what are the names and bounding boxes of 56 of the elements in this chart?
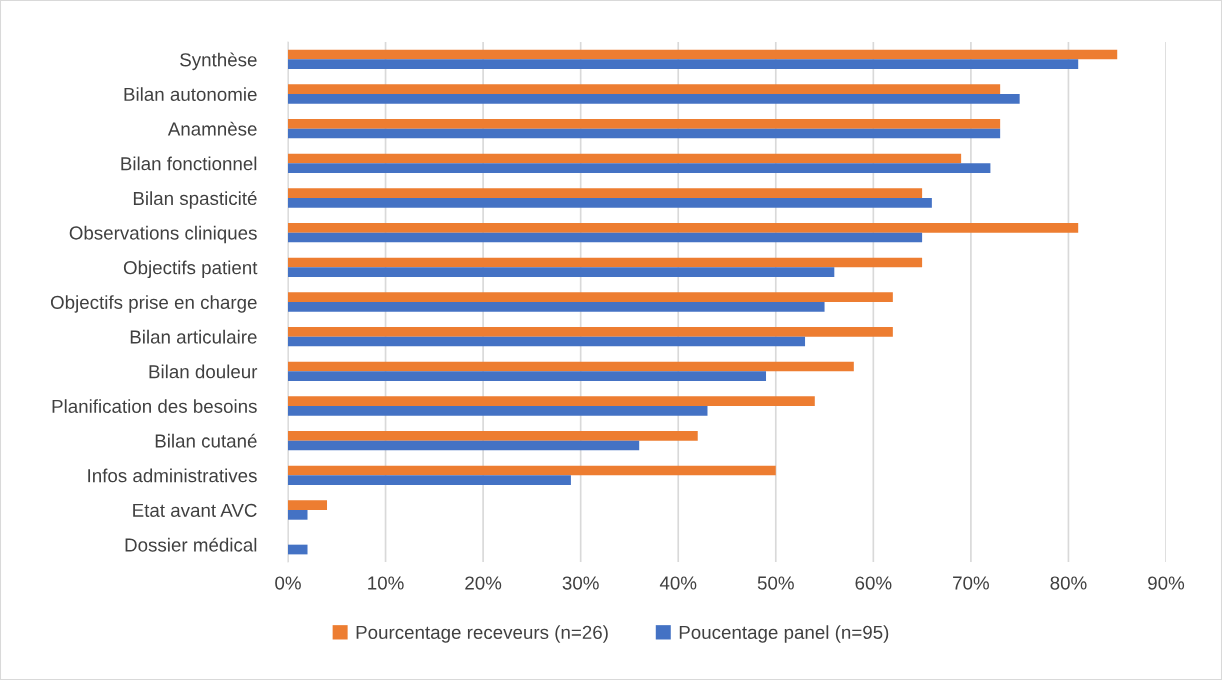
bar bbox=[288, 222, 1079, 233]
bar bbox=[288, 510, 308, 520]
x-tick-label: 10% bbox=[368, 576, 404, 590]
x-tick-label: 30% bbox=[562, 576, 599, 590]
bar bbox=[288, 326, 893, 337]
bar bbox=[288, 84, 1001, 94]
y-tick-label: Dossier médical bbox=[125, 537, 257, 552]
bar bbox=[288, 267, 835, 278]
y-tick-label: Objectifs prise en charge bbox=[50, 295, 257, 313]
y-tick-label: Infos administratives bbox=[88, 468, 257, 483]
legend-label: Pourcentage receveurs (n=26) bbox=[356, 625, 608, 643]
x-tick-label: 0% bbox=[275, 576, 301, 590]
bar bbox=[288, 257, 923, 268]
x-tick-label: 70% bbox=[953, 576, 989, 590]
bar bbox=[288, 440, 640, 451]
bar bbox=[288, 544, 308, 555]
bar bbox=[288, 232, 923, 243]
y-tick-label: Bilan fonctionnel bbox=[121, 156, 257, 171]
x-tick-label: 60% bbox=[855, 576, 892, 590]
bar bbox=[288, 94, 1020, 104]
y-tick-label: Synthèse bbox=[180, 52, 257, 71]
bar bbox=[288, 188, 923, 198]
bar bbox=[288, 153, 962, 164]
x-tick-label: 50% bbox=[757, 576, 794, 590]
bar bbox=[288, 163, 991, 174]
bar bbox=[288, 49, 1118, 60]
bar bbox=[288, 59, 1079, 70]
bar bbox=[288, 406, 708, 416]
y-tick-label: Bilan douleur bbox=[149, 364, 258, 379]
bar bbox=[288, 361, 854, 372]
y-tick-label: Bilan articulaire bbox=[130, 329, 257, 344]
bar bbox=[288, 430, 698, 441]
y-tick-label: Objectifs patient bbox=[123, 260, 258, 279]
x-tick-label: 40% bbox=[659, 576, 697, 590]
bar bbox=[288, 336, 806, 347]
bar bbox=[288, 118, 1001, 129]
legend-label: Poucentage panel (n=95) bbox=[679, 625, 889, 643]
y-tick-label: Observations cliniques bbox=[69, 225, 257, 244]
bar bbox=[288, 198, 932, 208]
bar bbox=[288, 371, 767, 382]
y-tick-label: Bilan spasticité bbox=[133, 191, 257, 209]
x-tick-label: 20% bbox=[465, 576, 502, 590]
bar bbox=[288, 302, 825, 312]
y-tick-label: Bilan cutané bbox=[155, 433, 257, 448]
y-tick-label: Etat avant AVC bbox=[133, 503, 257, 517]
bar bbox=[288, 465, 776, 476]
x-tick-label: 80% bbox=[1050, 576, 1087, 590]
y-tick-label: Planification des besoins bbox=[52, 399, 257, 413]
x-tick-label: 90% bbox=[1148, 576, 1185, 590]
y-tick-label: Bilan autonomie bbox=[124, 87, 257, 101]
bar bbox=[288, 396, 815, 406]
y-tick-label: Anamnèse bbox=[167, 121, 257, 136]
bar bbox=[288, 128, 1001, 139]
bar bbox=[288, 500, 328, 510]
bar bbox=[288, 475, 571, 486]
bar bbox=[288, 292, 893, 302]
